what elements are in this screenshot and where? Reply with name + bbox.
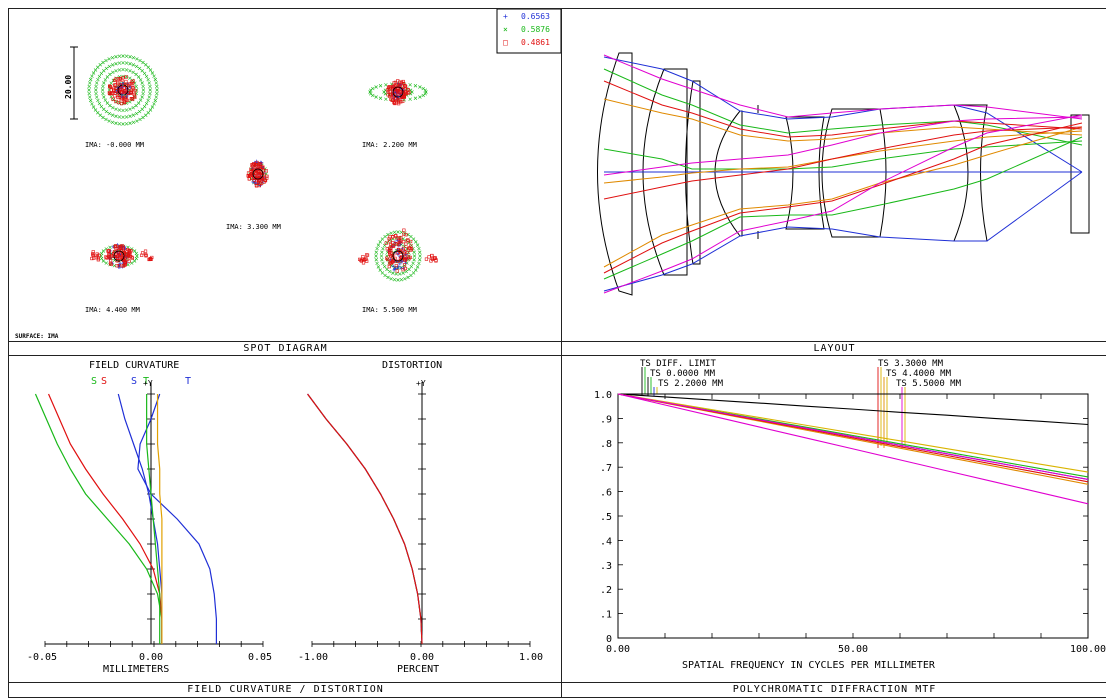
fc-series-label-4: T: [185, 376, 191, 387]
mtf-panel: TS DIFF. LIMIT TS 0.0000 MM TS 2.2000 MM TS…: [561, 355, 1106, 698]
dist-tick-2: 1.00: [519, 652, 543, 663]
spot-field-label-3: IMA: 4.400 MM: [85, 306, 140, 314]
ray-3-0: [603, 80, 1083, 138]
fc-tick-2: 0.05: [248, 652, 272, 663]
mtf-y-tick-9: .9: [600, 414, 612, 425]
spot-diagram-panel: 20.00 +0.6563 × 0.5876 □ 0.4861 IMA: -0.000 …: [8, 8, 563, 357]
mtf-legend-2: TS 2.2000 MM: [658, 379, 724, 389]
mtf-x-tick-1: 50.00: [838, 644, 868, 655]
mtf-legend-0: TS DIFF. LIMIT: [640, 359, 716, 369]
mtf-caption: POLYCHROMATIC DIFFRACTION MTF: [562, 682, 1106, 697]
spot-diagram-caption: SPOT DIAGRAM: [9, 341, 562, 356]
mtf-y-tick-1: .1: [600, 610, 612, 621]
ray-3-2: [603, 122, 1083, 274]
mtf-x-axis-label: SPATIAL FREQUENCY IN CYCLES PER MILLIMET…: [682, 660, 936, 671]
spot-field-label-4: IMA: 5.500 MM: [362, 306, 417, 314]
ray-2-2: [603, 126, 1083, 268]
scale-bar-label: 20.00: [64, 75, 73, 99]
legend-wavelength-2: 0.4861: [521, 38, 550, 47]
mtf-y-tick-2: .2: [600, 585, 612, 596]
dist-y-axis-label: +Y: [416, 379, 426, 388]
legend-symbol-1: ×: [503, 25, 508, 34]
dist-curve-2: [307, 393, 423, 645]
mtf-x-tick-2: 100.00: [1070, 644, 1106, 655]
legend-symbol-0: +: [503, 12, 508, 21]
ray-2-1: [603, 130, 1083, 184]
field-curvature-distortion-caption: FIELD CURVATURE / DISTORTION: [9, 682, 562, 697]
mtf-legend-4: TS 4.4000 MM: [886, 369, 952, 379]
dist-x-axis-label: PERCENT: [397, 664, 439, 675]
legend-wavelength-1: 0.5876: [521, 25, 550, 34]
ray-3-1: [603, 126, 1083, 200]
legend-symbol-2: □: [503, 38, 508, 47]
lens-element-6: [821, 108, 887, 238]
layout-caption: LAYOUT: [562, 341, 1106, 356]
mtf-y-tick-5: .5: [600, 512, 612, 523]
ray-1-0: [603, 68, 1083, 146]
mtf-y-tick-10: 1.0: [594, 390, 612, 401]
mtf-legend-5: TS 5.5000 MM: [896, 379, 962, 389]
mtf-legend-1: TS 0.0000 MM: [650, 369, 716, 379]
distortion-title: DISTORTION: [382, 360, 442, 371]
fc-curve-3: [137, 393, 217, 644]
lens-element-1: [597, 52, 633, 296]
legend-wavelength-0: 0.6563: [521, 12, 550, 21]
surface-label: SURFACE: IMA: [15, 333, 59, 340]
spot-field-label-2: IMA: 3.300 MM: [226, 223, 281, 231]
mtf-y-tick-6: .6: [600, 488, 612, 499]
dist-tick-1: 0.00: [410, 652, 434, 663]
fc-curve-2: [117, 393, 163, 644]
layout-panel: LAYOUT: [561, 8, 1106, 357]
ray-1-2: [603, 136, 1083, 280]
ray-4-2: [603, 114, 1083, 294]
fc-curve-1: [47, 393, 163, 644]
fc-curve-5: [156, 394, 163, 644]
fc-curve-0: [34, 393, 163, 644]
fc-y-axis-label: +Y: [143, 379, 153, 388]
mtf-y-tick-4: .4: [600, 536, 612, 547]
fc-tick-1: 0.00: [139, 652, 163, 663]
ray-4-0: [603, 54, 1083, 120]
mtf-y-tick-3: .3: [600, 561, 612, 572]
mtf-curve-0: [617, 393, 1089, 426]
ray-2-0: [603, 98, 1083, 142]
fc-series-label-0: S: [91, 376, 97, 387]
mtf-curve-7: [617, 393, 1089, 505]
lens-element-7: [953, 104, 988, 242]
fc-curve-4: [146, 394, 161, 644]
mtf-x-tick-0: 0.00: [606, 644, 630, 655]
ray-4-1: [603, 116, 1083, 176]
dist-tick-0: -1.00: [298, 652, 328, 663]
spot-diagram-plot: 20.00 +0.6563 × 0.5876 □ 0.4861 IMA: -0.000 …: [15, 9, 562, 340]
dist-curve-0: [307, 393, 423, 645]
mtf-curve-6: [617, 393, 1089, 480]
fc-series-label-3: T: [143, 376, 149, 387]
mtf-curve-3: [617, 393, 1089, 473]
ray-0-0: [603, 56, 1083, 173]
mtf-y-tick-0: 0: [606, 634, 612, 645]
dist-curve-1: [307, 393, 423, 645]
ray-1-1: [603, 140, 1083, 170]
spot-field-label-0: IMA: -0.000 MM: [85, 141, 144, 149]
fc-series-label-2: S: [131, 376, 137, 387]
ray-0-2: [603, 171, 1083, 292]
field-curvature-title: FIELD CURVATURE: [89, 360, 179, 371]
fc-tick-0: -0.05: [27, 652, 57, 663]
lens-element-5: [785, 116, 825, 230]
spot-field-label-1: IMA: 2.200 MM: [362, 141, 417, 149]
mtf-y-tick-8: .8: [600, 439, 612, 450]
fc-x-axis-label: MILLIMETERS: [103, 664, 169, 675]
mtf-y-tick-7: .7: [600, 463, 612, 474]
mtf-legend-3: TS 3.3000 MM: [878, 359, 944, 369]
lens-layout-drawing: [597, 52, 1090, 296]
fc-series-label-1: S: [101, 376, 107, 387]
